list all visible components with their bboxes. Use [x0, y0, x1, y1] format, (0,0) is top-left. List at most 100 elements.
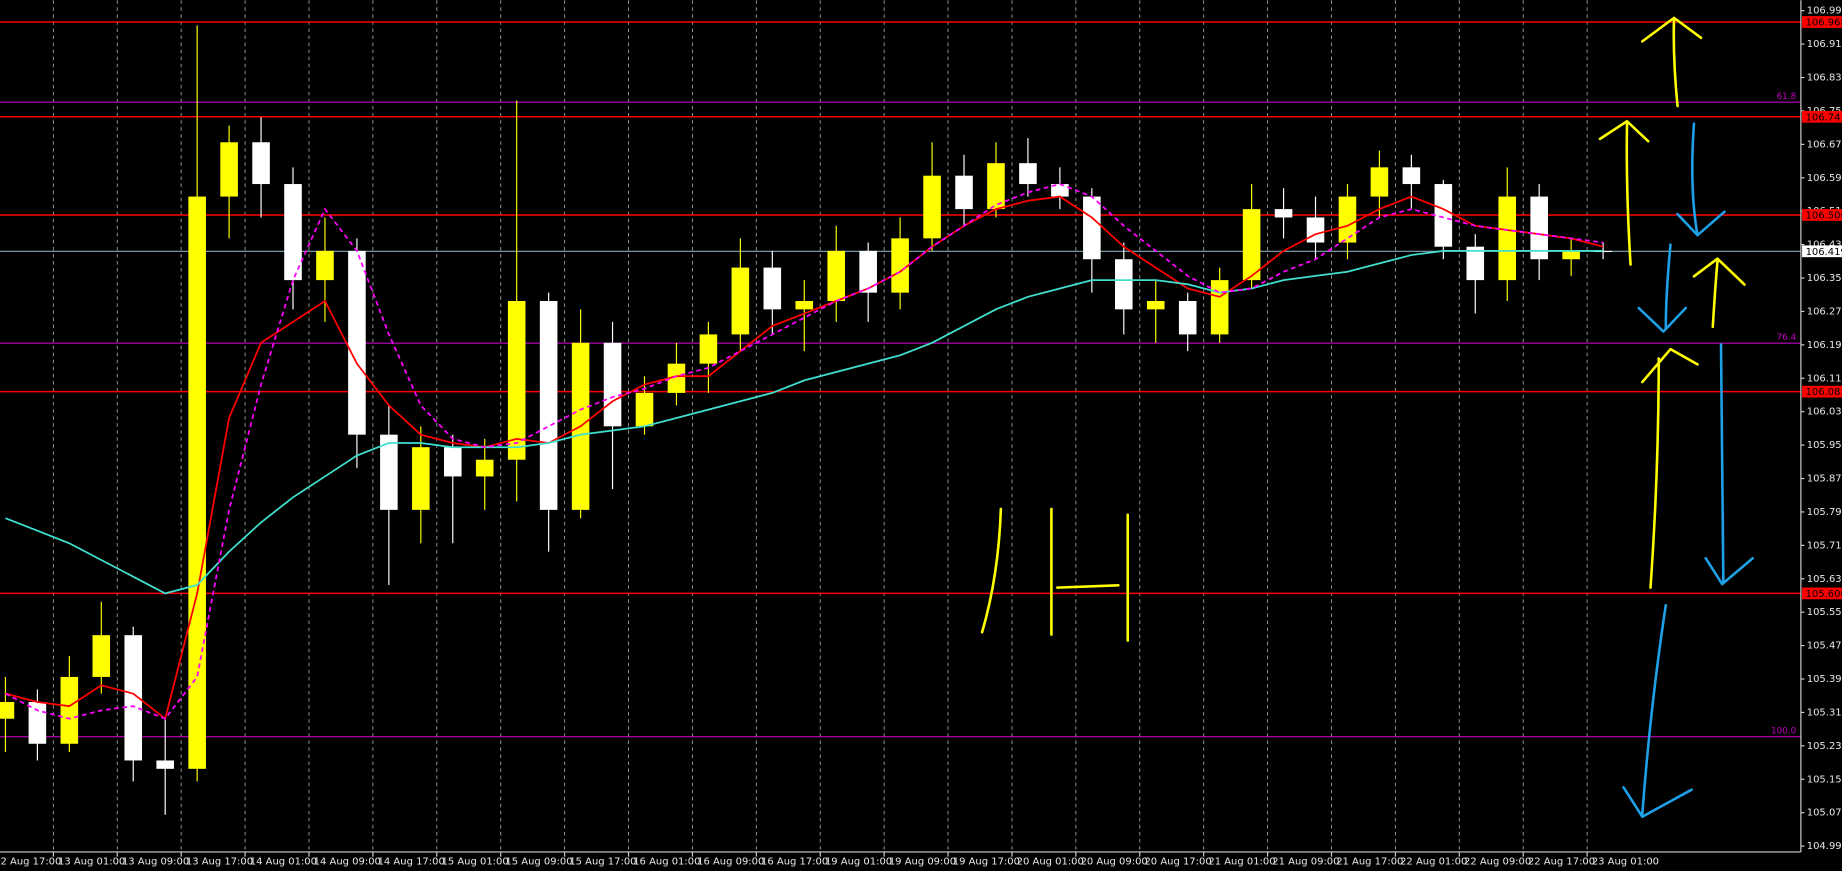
candle-body: [1562, 250, 1580, 260]
arrow-up: [1641, 16, 1703, 108]
y-tick-label: 106.435: [1807, 240, 1842, 251]
arrow-up: [1641, 347, 1699, 589]
y-tick-label: 106.195: [1807, 340, 1842, 351]
fib-label: 100.0: [1771, 726, 1797, 736]
level-tag: [1802, 16, 1842, 28]
y-tick-label: 105.875: [1807, 474, 1842, 485]
x-tick-label: 21 Aug 17:00: [1336, 856, 1403, 867]
candle-body: [1083, 196, 1101, 260]
level-label: 106.741: [1806, 112, 1842, 123]
x-tick-label: 23 Aug 01:00: [1592, 856, 1659, 867]
x-tick-label: 15 Aug 01:00: [441, 856, 508, 867]
y-tick-label: 105.715: [1807, 540, 1842, 551]
candle-body: [475, 459, 494, 477]
candle-body: [60, 676, 79, 744]
candle-body: [1370, 167, 1389, 197]
y-tick-label: 106.355: [1807, 273, 1842, 284]
y-tick-label: 105.395: [1807, 674, 1842, 685]
y-tick-label: 105.795: [1807, 507, 1842, 518]
candle-body: [1242, 209, 1261, 281]
drawn-letter: [1050, 507, 1130, 642]
candle-body: [252, 142, 270, 185]
arrow-down: [1676, 122, 1726, 237]
candle-body: [1274, 209, 1293, 218]
candle-body: [1019, 163, 1037, 185]
candle-body: [412, 447, 430, 510]
level-label: 106.968: [1806, 18, 1842, 29]
hand-drawings: [980, 16, 1755, 818]
candle-body: [507, 301, 526, 460]
level-tag: [1802, 110, 1842, 123]
candle-body: [1498, 196, 1517, 281]
y-tick-label: 106.835: [1807, 73, 1842, 84]
candle-body: [0, 701, 15, 719]
x-tick-label: 22 Aug 17:00: [1528, 856, 1595, 867]
x-tick-label: 13 Aug 09:00: [122, 856, 189, 867]
candle-body: [1210, 280, 1229, 335]
x-tick-label: 14 Aug 09:00: [314, 856, 381, 867]
candle-body: [443, 447, 462, 477]
y-tick-label: 106.995: [1807, 6, 1842, 17]
y-tick-label: 105.315: [1807, 707, 1842, 718]
level-tag: [1802, 587, 1842, 600]
x-tick-label: 12 Aug 17:00: [0, 856, 61, 867]
x-tick-label: 19 Aug 17:00: [953, 856, 1020, 867]
current-price-tag: [1802, 245, 1842, 258]
candle-body: [1594, 250, 1612, 253]
moving-average: [5, 183, 1604, 720]
x-tick-label: 15 Aug 09:00: [505, 856, 572, 867]
candle-body: [156, 760, 174, 769]
arrow-up: [1598, 119, 1650, 266]
candle-body: [1434, 184, 1453, 247]
x-tick-label: 13 Aug 01:00: [58, 856, 125, 867]
candle-body: [1115, 259, 1133, 310]
candle-body: [348, 250, 366, 435]
y-tick-label: 106.275: [1807, 306, 1842, 317]
candle-body: [795, 301, 814, 310]
candle-body: [1338, 196, 1357, 243]
x-tick-label: 16 Aug 09:00: [697, 856, 764, 867]
y-tick-label: 105.555: [1807, 607, 1842, 618]
y-tick-label: 105.955: [1807, 440, 1842, 451]
x-tick-label: 21 Aug 09:00: [1272, 856, 1339, 867]
candle-body: [1178, 301, 1197, 335]
x-tick-label: 16 Aug 17:00: [761, 856, 828, 867]
x-tick-label: 19 Aug 09:00: [889, 856, 956, 867]
candle-body: [827, 250, 846, 302]
fib-label: 61.8: [1777, 92, 1797, 102]
fib-label: 76.4: [1777, 333, 1797, 343]
candle-body: [28, 701, 47, 744]
y-tick-label: 105.235: [1807, 741, 1842, 752]
x-tick-label: 21 Aug 01:00: [1208, 856, 1275, 867]
candle-body: [380, 434, 398, 510]
x-tick-label: 20 Aug 17:00: [1144, 856, 1211, 867]
moving-average: [5, 195, 1604, 721]
arrow-down: [1622, 603, 1693, 818]
x-tick-label: 20 Aug 09:00: [1081, 856, 1148, 867]
candle-body: [220, 142, 238, 197]
candle-body: [731, 267, 750, 335]
plot-area: 61.8 76.4 100.0: [0, 0, 1801, 852]
y-tick-label: 105.635: [1807, 574, 1842, 585]
level-label: 106.083: [1806, 387, 1842, 398]
y-tick-label: 106.115: [1807, 373, 1842, 384]
y-tick-label: 106.595: [1807, 173, 1842, 184]
candle-body: [316, 250, 334, 281]
candle-body: [859, 250, 877, 293]
y-tick-label: 106.675: [1807, 139, 1842, 150]
x-tick-label: 20 Aug 01:00: [1017, 856, 1084, 867]
y-tick-label: 104.995: [1807, 841, 1842, 852]
candle-body: [1051, 184, 1069, 197]
candle-body: [763, 267, 782, 310]
x-tick-label: 15 Aug 17:00: [569, 856, 636, 867]
candle-body: [891, 238, 909, 293]
candle-body: [635, 392, 654, 427]
candle-body: [1146, 301, 1165, 310]
candle-body: [188, 196, 206, 769]
moving-average: [5, 249, 1604, 595]
level-label: 105.600: [1806, 589, 1842, 600]
x-tick-label: 14 Aug 17:00: [378, 856, 445, 867]
